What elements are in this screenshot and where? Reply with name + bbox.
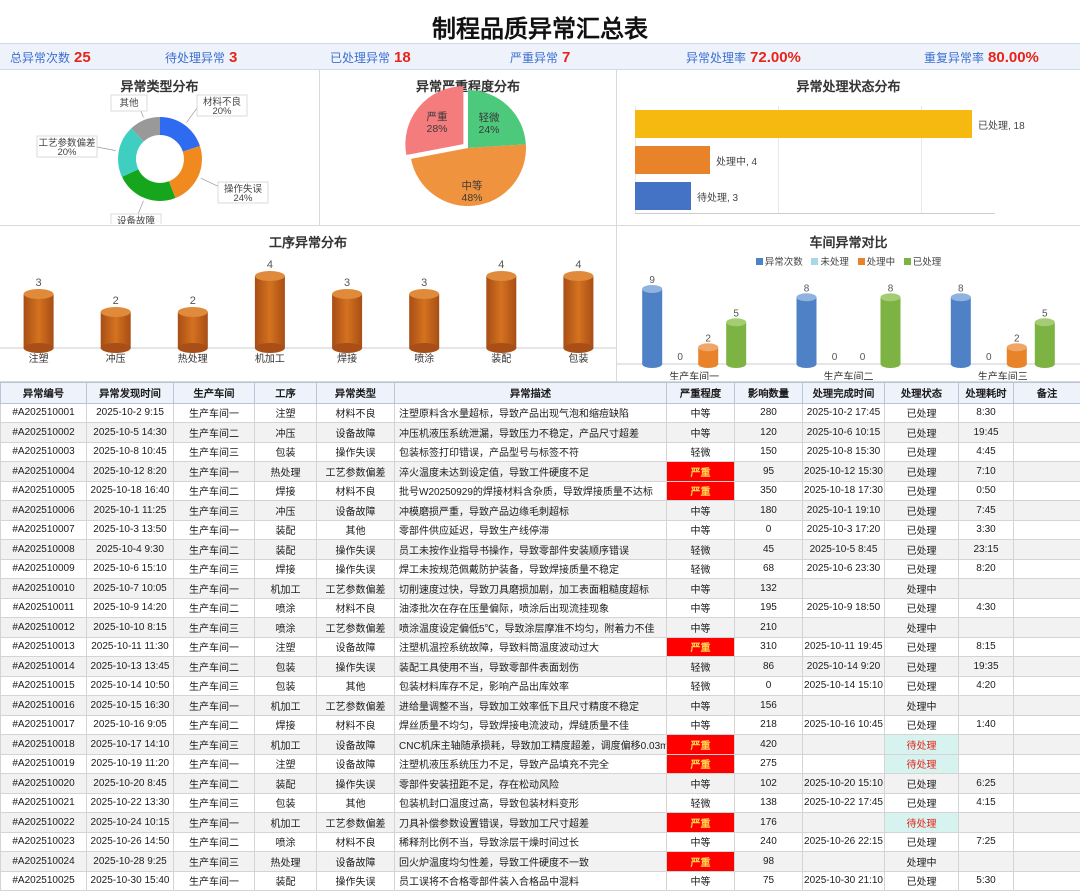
svg-text:生产车间三: 生产车间三 <box>978 370 1028 380</box>
svg-text:2: 2 <box>190 295 196 307</box>
svg-text:24%: 24% <box>233 193 253 204</box>
svg-text:28%: 28% <box>426 123 447 135</box>
svg-text:8: 8 <box>804 283 810 294</box>
svg-text:生产车间二: 生产车间二 <box>824 370 874 380</box>
svg-text:3: 3 <box>421 277 427 289</box>
svg-text:热处理: 热处理 <box>178 352 208 365</box>
svg-text:0: 0 <box>860 352 866 363</box>
svg-text:2: 2 <box>1014 333 1020 344</box>
svg-text:喷涂: 喷涂 <box>414 352 434 365</box>
svg-text:3: 3 <box>36 277 42 289</box>
svg-text:8: 8 <box>958 283 964 294</box>
svg-text:0: 0 <box>832 352 838 363</box>
svg-text:轻微: 轻微 <box>479 111 500 124</box>
svg-text:20%: 20% <box>57 147 77 158</box>
svg-text:2: 2 <box>705 333 711 344</box>
svg-text:48%: 48% <box>461 192 482 204</box>
svg-text:包装: 包装 <box>568 352 588 365</box>
svg-text:2: 2 <box>113 295 119 307</box>
svg-text:设备故障: 设备故障 <box>117 215 156 224</box>
svg-text:焊接: 焊接 <box>337 352 357 365</box>
svg-text:其他: 其他 <box>119 97 139 109</box>
svg-text:0: 0 <box>986 352 992 363</box>
svg-text:严重: 严重 <box>427 110 448 123</box>
svg-text:冲压: 冲压 <box>106 352 126 365</box>
svg-text:中等: 中等 <box>462 179 483 192</box>
svg-text:机加工: 机加工 <box>255 352 285 365</box>
svg-text:生产车间一: 生产车间一 <box>669 370 719 380</box>
svg-text:20%: 20% <box>212 106 232 117</box>
svg-text:装配: 装配 <box>491 352 511 365</box>
svg-text:注塑: 注塑 <box>29 352 49 365</box>
svg-text:8: 8 <box>888 283 894 294</box>
svg-text:4: 4 <box>267 259 273 271</box>
svg-text:4: 4 <box>575 259 581 271</box>
svg-text:4: 4 <box>498 259 504 271</box>
svg-text:5: 5 <box>733 308 739 319</box>
svg-text:24%: 24% <box>478 124 499 136</box>
svg-text:3: 3 <box>344 277 350 289</box>
svg-text:9: 9 <box>649 275 655 286</box>
svg-text:0: 0 <box>677 352 683 363</box>
svg-text:5: 5 <box>1042 308 1048 319</box>
